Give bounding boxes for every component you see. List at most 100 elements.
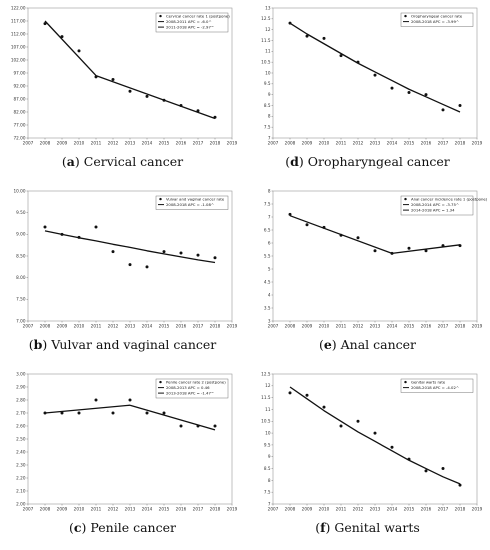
y-tick-label: 97.00 bbox=[14, 70, 26, 75]
x-tick-label: 2017 bbox=[193, 507, 204, 512]
y-tick-label: 2.30 bbox=[16, 462, 26, 467]
caption-a: (a) Cervical cancer bbox=[61, 154, 184, 169]
caption-c: (c) Penile cancer bbox=[69, 520, 176, 535]
x-tick-label: 2016 bbox=[421, 324, 432, 329]
data-point bbox=[196, 109, 200, 113]
y-tick-label: 117.00 bbox=[11, 18, 26, 23]
y-tick-label: 8 bbox=[268, 478, 271, 483]
x-tick-label: 2012 bbox=[108, 141, 119, 146]
legend-box bbox=[400, 195, 474, 216]
data-point bbox=[424, 469, 428, 473]
y-tick-label: 7.5 bbox=[264, 125, 271, 130]
x-tick-label: 2013 bbox=[370, 324, 381, 329]
y-tick-label: 2.40 bbox=[16, 449, 26, 454]
data-point bbox=[305, 34, 309, 38]
x-tick-label: 2017 bbox=[193, 324, 204, 329]
x-tick-label: 2011 bbox=[91, 324, 102, 329]
y-tick-label: 7.00 bbox=[16, 318, 26, 323]
x-tick-label: 2016 bbox=[421, 141, 432, 146]
y-tick-label: 7.5 bbox=[264, 490, 271, 495]
y-tick-label: 8 bbox=[268, 114, 271, 119]
data-point bbox=[213, 256, 217, 260]
data-point bbox=[424, 93, 428, 97]
data-point bbox=[94, 75, 98, 79]
x-tick-label: 2010 bbox=[74, 324, 85, 329]
x-tick-label: 2012 bbox=[108, 324, 119, 329]
x-tick-label: 2010 bbox=[319, 141, 330, 146]
y-tick-label: 2.20 bbox=[16, 475, 26, 480]
x-tick-label: 2009 bbox=[302, 507, 313, 512]
data-point bbox=[356, 236, 360, 240]
data-point bbox=[288, 21, 292, 25]
data-point bbox=[458, 104, 462, 107]
x-tick-label: 2013 bbox=[125, 324, 136, 329]
y-tick-label: 107.00 bbox=[11, 44, 26, 49]
panel-a: 72.00 77.00 82.00 87.00 92.00 97.00 102.00 107.… bbox=[0, 0, 245, 183]
x-tick-label: 2011 bbox=[336, 141, 347, 146]
data-point bbox=[322, 225, 326, 229]
legend-marker bbox=[404, 197, 407, 201]
data-point bbox=[356, 60, 360, 64]
x-tick-label: 2018 bbox=[210, 141, 221, 146]
y-tick-label: 7 bbox=[268, 214, 271, 219]
data-point bbox=[43, 411, 47, 415]
legend-marker bbox=[404, 14, 407, 18]
x-tick-label: 2007 bbox=[268, 507, 279, 512]
caption-e: (e) Anal cancer bbox=[318, 337, 417, 352]
x-tick-label: 2019 bbox=[472, 141, 483, 146]
data-point bbox=[145, 94, 149, 98]
data-point bbox=[356, 419, 360, 423]
data-point bbox=[390, 86, 394, 90]
x-tick-label: 2010 bbox=[74, 141, 85, 146]
data-point bbox=[111, 250, 115, 254]
x-tick-label: 2009 bbox=[302, 324, 313, 329]
y-tick-label: 8.00 bbox=[16, 275, 26, 280]
data-point bbox=[339, 233, 343, 237]
x-tick-label: 2014 bbox=[387, 507, 398, 512]
y-tick-label: 10.5 bbox=[261, 60, 271, 65]
y-tick-label: 7.5 bbox=[264, 201, 271, 206]
data-point bbox=[43, 225, 47, 229]
y-tick-label: 2.70 bbox=[16, 410, 26, 415]
data-point bbox=[60, 35, 64, 39]
y-tick-label: 3.5 bbox=[264, 305, 271, 310]
data-point bbox=[407, 457, 411, 461]
x-tick-label: 2017 bbox=[438, 507, 449, 512]
y-tick-label: 9 bbox=[268, 454, 271, 459]
data-point bbox=[179, 104, 183, 107]
x-tick-label: 2018 bbox=[455, 507, 466, 512]
x-tick-label: 2011 bbox=[91, 141, 102, 146]
y-tick-label: 2.90 bbox=[16, 384, 26, 389]
x-tick-label: 2016 bbox=[176, 141, 187, 146]
legend-label: 2008-2011 APC = -6.0^ bbox=[166, 19, 212, 24]
data-point bbox=[77, 411, 81, 415]
data-point bbox=[179, 251, 183, 255]
y-tick-label: 8.5 bbox=[264, 103, 271, 108]
x-tick-label: 2009 bbox=[57, 141, 68, 146]
x-tick-label: 2016 bbox=[421, 507, 432, 512]
data-point bbox=[373, 431, 377, 435]
x-tick-label: 2018 bbox=[455, 141, 466, 146]
y-tick-label: 10.5 bbox=[261, 419, 271, 424]
trend-line-1 bbox=[44, 230, 216, 264]
y-tick-label: 11 bbox=[265, 49, 271, 54]
x-tick-label: 2016 bbox=[176, 507, 187, 512]
x-tick-label: 2007 bbox=[23, 324, 34, 329]
data-point bbox=[441, 244, 445, 248]
y-tick-label: 11.5 bbox=[261, 38, 271, 43]
x-tick-label: 2014 bbox=[387, 141, 398, 146]
data-point bbox=[145, 265, 149, 269]
x-tick-label: 2007 bbox=[23, 141, 34, 146]
legend-marker bbox=[159, 14, 162, 18]
y-tick-label: 9.50 bbox=[16, 210, 26, 215]
x-tick-label: 2008 bbox=[40, 141, 51, 146]
data-point bbox=[60, 232, 64, 236]
x-tick-label: 2014 bbox=[142, 141, 153, 146]
data-point bbox=[145, 411, 149, 415]
x-tick-label: 2014 bbox=[142, 324, 153, 329]
y-tick-label: 3.00 bbox=[16, 371, 26, 376]
chart-oropharyngeal-cancer: 7 7.5 8 8.5 9 9.5 10 10.5 11 11.5 12 12.5 13 2007 2008… bbox=[261, 5, 483, 146]
x-tick-label: 2015 bbox=[404, 324, 415, 329]
x-tick-label: 2015 bbox=[159, 507, 170, 512]
x-tick-label: 2012 bbox=[353, 507, 364, 512]
